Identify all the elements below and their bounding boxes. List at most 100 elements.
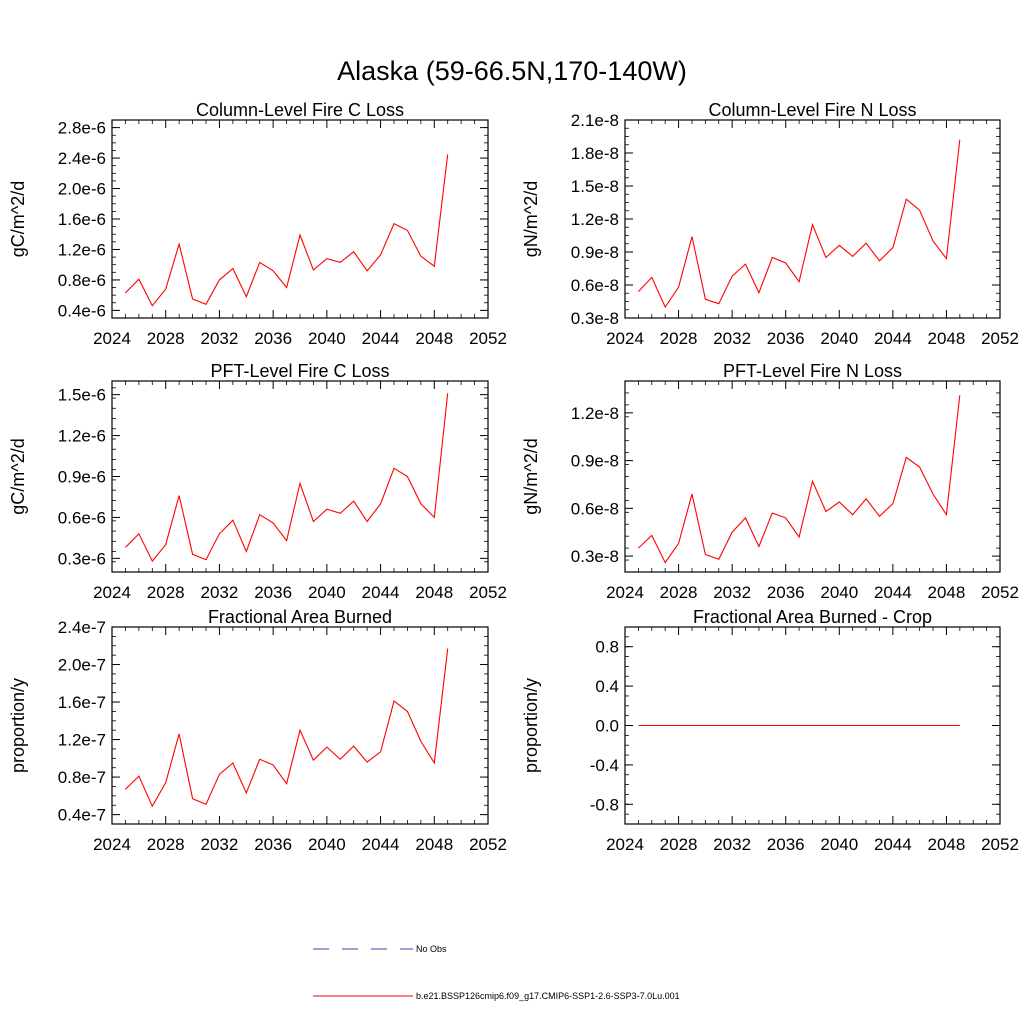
- chart-panel-4: PFT-Level Fire N Loss gN/m^2/d 2024 2028 203…: [521, 361, 1019, 602]
- plot-frame: [111, 626, 489, 825]
- x-tick-label: 2040: [820, 835, 858, 854]
- x-tick-label: 2036: [254, 835, 292, 854]
- y-tick-label: 0.4e-6: [58, 301, 106, 320]
- y-tick-label: 2.0e-7: [58, 656, 106, 675]
- plot-frame: [624, 119, 1001, 319]
- x-tick-label: 2044: [362, 835, 400, 854]
- x-tick-label: 2028: [660, 329, 698, 348]
- panel-title: Column-Level Fire N Loss: [708, 100, 916, 120]
- x-tick-label: 2052: [469, 835, 507, 854]
- y-tick-label: 2.0e-6: [58, 180, 106, 199]
- x-tick-label: 2024: [93, 835, 131, 854]
- x-tick-label: 2048: [415, 583, 453, 602]
- x-tick-label: 2024: [93, 329, 131, 348]
- y-tick-label: -0.4: [590, 756, 619, 775]
- y-tick-label: 0.4e-7: [58, 806, 106, 825]
- y-tick-label: 1.2e-8: [571, 210, 619, 229]
- y-tick-label: 0.3e-8: [571, 309, 619, 328]
- series-line: [637, 139, 961, 309]
- x-tick-label: 2032: [713, 583, 751, 602]
- y-tick-label: 0.8: [595, 638, 619, 657]
- x-tick-label: 2036: [254, 329, 292, 348]
- y-tick-label: 0.9e-8: [571, 452, 619, 471]
- series-line: [125, 393, 449, 563]
- x-tick-label: 2044: [874, 583, 912, 602]
- chart-panel-2: Column-Level Fire N Loss gN/m^2/d 2024 2028…: [521, 100, 1019, 348]
- x-tick-label: 2036: [254, 583, 292, 602]
- y-tick-label: 1.5e-6: [58, 386, 106, 405]
- y-tick-label: -0.8: [590, 795, 619, 814]
- x-tick-label: 2028: [147, 583, 185, 602]
- chart-panel-6: Fractional Area Burned - Crop proportion/…: [521, 607, 1019, 854]
- x-tick-label: 2040: [308, 583, 346, 602]
- x-tick-label: 2044: [362, 583, 400, 602]
- y-tick-label: 0.3e-6: [58, 549, 106, 568]
- y-tick-label: 2.4e-6: [58, 149, 106, 168]
- y-tick-label: 1.6e-6: [58, 210, 106, 229]
- y-axis-label: gC/m^2/d: [8, 181, 28, 257]
- legend: No Obs b.e21.BSSP126cmip6.f09_g17.CMIP6-…: [313, 944, 680, 1001]
- x-tick-label: 2024: [606, 329, 644, 348]
- panel-title: PFT-Level Fire N Loss: [723, 361, 902, 381]
- y-tick-label: 0.8e-6: [58, 271, 106, 290]
- panel-title: Column-Level Fire C Loss: [196, 100, 404, 120]
- x-tick-label: 2048: [928, 583, 966, 602]
- y-tick-label: 1.2e-8: [571, 404, 619, 423]
- panel-title: PFT-Level Fire C Loss: [210, 361, 389, 381]
- y-tick-label: 0.0: [595, 717, 619, 736]
- y-tick-label: 1.2e-6: [58, 427, 106, 446]
- x-tick-label: 2044: [874, 329, 912, 348]
- y-tick-label: 0.9e-8: [571, 243, 619, 262]
- y-tick-label: 0.4: [595, 677, 619, 696]
- x-tick-label: 2036: [767, 835, 805, 854]
- x-tick-label: 2044: [874, 835, 912, 854]
- y-tick-label: 1.2e-7: [58, 731, 106, 750]
- panels: Column-Level Fire C Loss gC/m^2/d 2024 2028…: [8, 100, 1019, 854]
- chart-panel-3: PFT-Level Fire C Loss gC/m^2/d 2024 2028 203…: [8, 361, 507, 602]
- y-tick-label: 1.5e-8: [571, 177, 619, 196]
- x-tick-label: 2032: [713, 835, 751, 854]
- x-tick-label: 2024: [606, 835, 644, 854]
- x-tick-label: 2028: [147, 329, 185, 348]
- y-tick-label: 1.6e-7: [58, 693, 106, 712]
- x-tick-label: 2048: [928, 329, 966, 348]
- x-tick-label: 2052: [469, 583, 507, 602]
- x-tick-label: 2048: [928, 835, 966, 854]
- y-tick-label: 2.8e-6: [58, 119, 106, 138]
- x-tick-label: 2040: [820, 583, 858, 602]
- y-axis-label: gN/m^2/d: [521, 181, 541, 257]
- x-tick-label: 2032: [713, 329, 751, 348]
- x-tick-label: 2040: [308, 329, 346, 348]
- chart-panel-1: Column-Level Fire C Loss gC/m^2/d 2024 2028…: [8, 100, 507, 348]
- y-tick-label: 0.9e-6: [58, 468, 106, 487]
- x-tick-label: 2028: [147, 835, 185, 854]
- y-axis-label: proportion/y: [521, 678, 541, 773]
- y-axis-label: gN/m^2/d: [521, 438, 541, 514]
- x-tick-label: 2028: [660, 835, 698, 854]
- panel-title: Fractional Area Burned: [208, 607, 392, 627]
- x-tick-label: 2032: [201, 583, 239, 602]
- legend-obs-label: No Obs: [416, 944, 447, 954]
- y-tick-label: 2.4e-7: [58, 618, 106, 637]
- plot-frame: [624, 380, 1001, 573]
- y-tick-label: 0.6e-6: [58, 508, 106, 527]
- x-tick-label: 2024: [93, 583, 131, 602]
- y-axis-label: gC/m^2/d: [8, 438, 28, 514]
- x-tick-label: 2048: [415, 329, 453, 348]
- y-tick-label: 2.1e-8: [571, 111, 619, 130]
- x-tick-label: 2028: [660, 583, 698, 602]
- x-tick-label: 2032: [201, 835, 239, 854]
- x-tick-label: 2052: [469, 329, 507, 348]
- x-tick-label: 2052: [981, 835, 1019, 854]
- y-tick-label: 0.6e-8: [571, 499, 619, 518]
- plot-frame: [111, 119, 489, 319]
- legend-model-label: b.e21.BSSP126cmip6.f09_g17.CMIP6-SSP1-2.…: [416, 991, 680, 1001]
- x-tick-label: 2040: [308, 835, 346, 854]
- y-tick-label: 1.8e-8: [571, 144, 619, 163]
- x-tick-label: 2024: [606, 583, 644, 602]
- y-axis-label: proportion/y: [8, 678, 28, 773]
- plot-frame: [111, 380, 489, 573]
- x-tick-label: 2036: [767, 583, 805, 602]
- x-tick-label: 2048: [415, 835, 453, 854]
